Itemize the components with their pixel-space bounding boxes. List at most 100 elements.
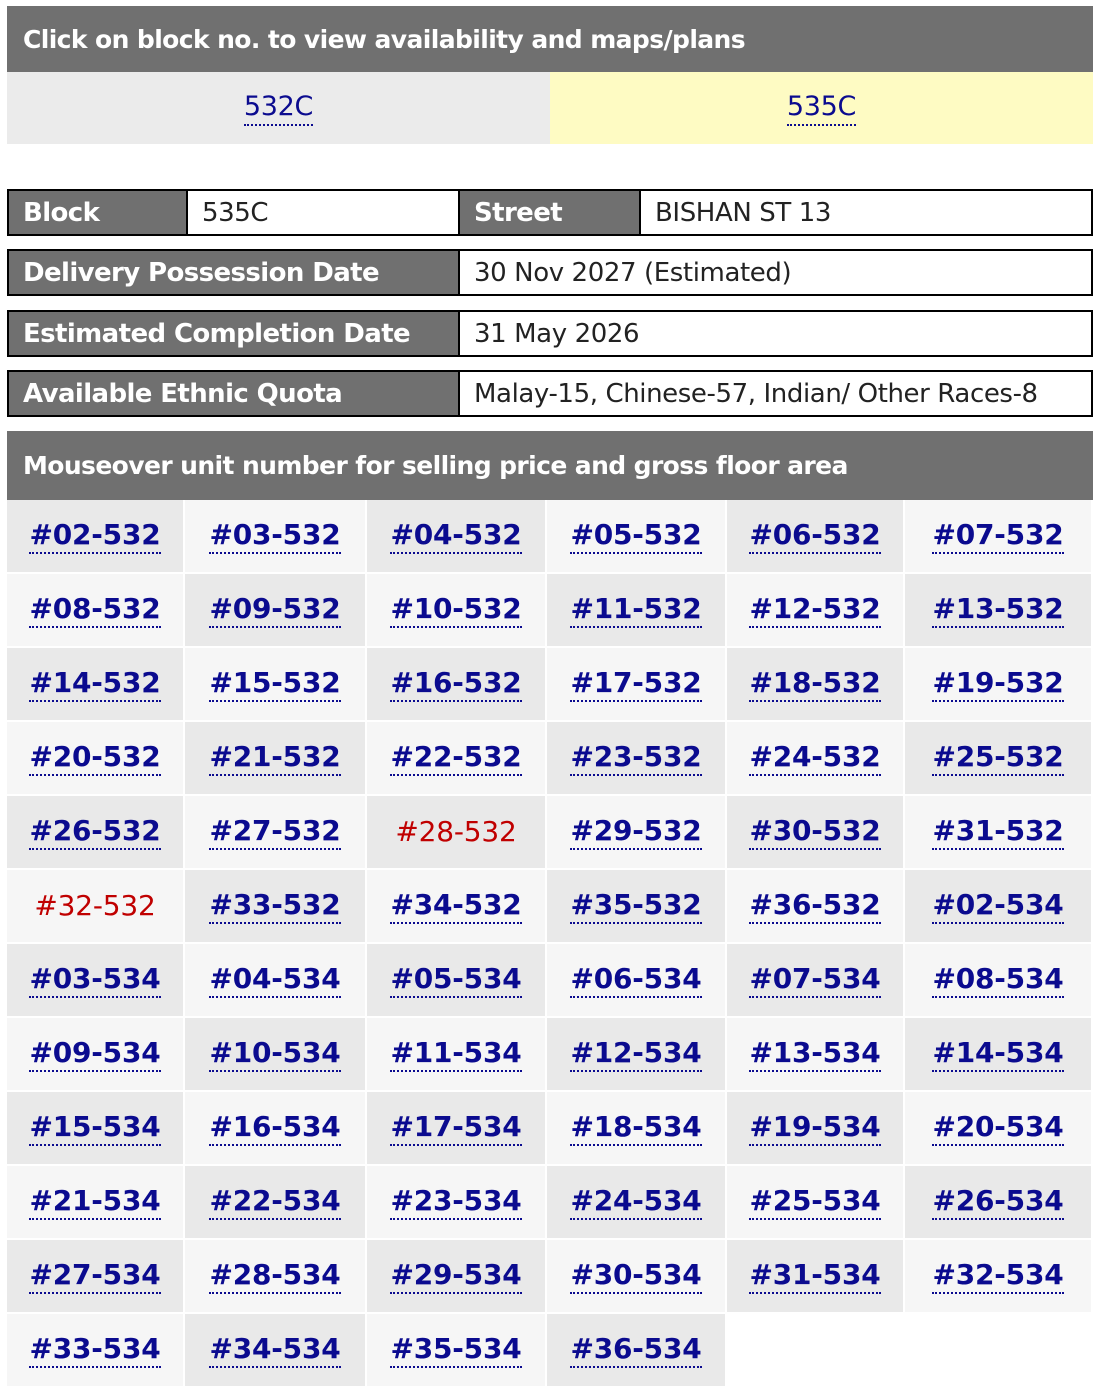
unit-cell[interactable]: #15-532	[185, 648, 367, 722]
unit-cell[interactable]: #26-534	[905, 1166, 1093, 1240]
unit-link[interactable]: #18-532	[749, 666, 881, 702]
unit-cell[interactable]: #31-532	[905, 796, 1093, 870]
unit-cell[interactable]: #16-534	[185, 1092, 367, 1166]
unit-link[interactable]: #18-534	[570, 1110, 702, 1146]
unit-link[interactable]: #24-534	[570, 1184, 702, 1220]
unit-cell[interactable]: #07-532	[905, 500, 1093, 574]
unit-cell[interactable]: #20-532	[7, 722, 185, 796]
unit-cell[interactable]: #17-532	[547, 648, 727, 722]
unit-link[interactable]: #14-532	[29, 666, 161, 702]
unit-link[interactable]: #11-534	[390, 1036, 522, 1072]
unit-link[interactable]: #31-532	[932, 814, 1064, 850]
unit-link[interactable]: #04-534	[209, 962, 341, 998]
unit-cell[interactable]: #36-534	[547, 1314, 727, 1388]
unit-cell[interactable]: #12-532	[727, 574, 905, 648]
unit-cell[interactable]: #25-534	[727, 1166, 905, 1240]
unit-link[interactable]: #34-534	[209, 1332, 341, 1368]
unit-cell[interactable]: #02-534	[905, 870, 1093, 944]
unit-cell[interactable]: #36-532	[727, 870, 905, 944]
unit-link[interactable]: #21-534	[29, 1184, 161, 1220]
unit-cell[interactable]: #35-534	[367, 1314, 547, 1388]
unit-link[interactable]: #09-534	[29, 1036, 161, 1072]
block-tab-535c[interactable]: 535C	[550, 72, 1093, 144]
unit-link[interactable]: #36-532	[749, 888, 881, 924]
unit-cell[interactable]: #30-534	[547, 1240, 727, 1314]
unit-cell[interactable]: #34-532	[367, 870, 547, 944]
unit-cell[interactable]: #27-532	[185, 796, 367, 870]
unit-link[interactable]: #19-532	[932, 666, 1064, 702]
unit-cell[interactable]: #16-532	[367, 648, 547, 722]
unit-cell[interactable]: #19-534	[727, 1092, 905, 1166]
unit-link[interactable]: #04-532	[390, 518, 522, 554]
unit-link[interactable]: #16-534	[209, 1110, 341, 1146]
unit-link[interactable]: #20-532	[29, 740, 161, 776]
unit-cell[interactable]: #09-534	[7, 1018, 185, 1092]
unit-link[interactable]: #13-532	[932, 592, 1064, 628]
unit-cell[interactable]: #35-532	[547, 870, 727, 944]
unit-link[interactable]: #32-534	[932, 1258, 1064, 1294]
unit-link[interactable]: #05-534	[390, 962, 522, 998]
unit-cell[interactable]: #17-534	[367, 1092, 547, 1166]
unit-cell[interactable]: #28-532	[367, 796, 547, 870]
block-link-532c[interactable]: 532C	[243, 91, 313, 126]
unit-cell[interactable]: #04-532	[367, 500, 547, 574]
unit-link-taken[interactable]: #28-532	[395, 815, 517, 848]
unit-cell[interactable]: #27-534	[7, 1240, 185, 1314]
unit-link[interactable]: #34-532	[390, 888, 522, 924]
unit-cell[interactable]: #15-534	[7, 1092, 185, 1166]
unit-cell[interactable]: #32-534	[905, 1240, 1093, 1314]
unit-link-taken[interactable]: #32-532	[34, 889, 156, 922]
unit-link[interactable]: #25-532	[932, 740, 1064, 776]
unit-cell[interactable]: #18-534	[547, 1092, 727, 1166]
unit-link[interactable]: #16-532	[390, 666, 522, 702]
unit-cell[interactable]: #33-534	[7, 1314, 185, 1388]
unit-link[interactable]: #12-532	[749, 592, 881, 628]
unit-cell[interactable]: #10-532	[367, 574, 547, 648]
unit-link[interactable]: #03-532	[209, 518, 341, 554]
unit-cell[interactable]: #31-534	[727, 1240, 905, 1314]
unit-link[interactable]: #31-534	[749, 1258, 881, 1294]
unit-link[interactable]: #23-532	[570, 740, 702, 776]
unit-cell[interactable]: #26-532	[7, 796, 185, 870]
unit-cell[interactable]: #21-534	[7, 1166, 185, 1240]
unit-link[interactable]: #35-534	[390, 1332, 522, 1368]
unit-link[interactable]: #07-534	[749, 962, 881, 998]
unit-link[interactable]: #17-532	[570, 666, 702, 702]
unit-link[interactable]: #12-534	[570, 1036, 702, 1072]
unit-link[interactable]: #11-532	[570, 592, 702, 628]
unit-link[interactable]: #08-532	[29, 592, 161, 628]
unit-link[interactable]: #30-534	[570, 1258, 702, 1294]
unit-cell[interactable]: #03-534	[7, 944, 185, 1018]
unit-cell[interactable]: #21-532	[185, 722, 367, 796]
unit-cell[interactable]: #02-532	[7, 500, 185, 574]
unit-link[interactable]: #13-534	[749, 1036, 881, 1072]
unit-cell[interactable]: #32-532	[7, 870, 185, 944]
unit-link[interactable]: #17-534	[390, 1110, 522, 1146]
unit-link[interactable]: #33-534	[29, 1332, 161, 1368]
unit-link[interactable]: #36-534	[570, 1332, 702, 1368]
unit-link[interactable]: #10-532	[390, 592, 522, 628]
unit-cell[interactable]: #29-532	[547, 796, 727, 870]
unit-cell[interactable]: #07-534	[727, 944, 905, 1018]
unit-cell[interactable]: #09-532	[185, 574, 367, 648]
unit-cell[interactable]: #24-534	[547, 1166, 727, 1240]
unit-link[interactable]: #29-532	[570, 814, 702, 850]
unit-link[interactable]: #27-534	[29, 1258, 161, 1294]
unit-link[interactable]: #10-534	[209, 1036, 341, 1072]
unit-cell[interactable]: #04-534	[185, 944, 367, 1018]
unit-cell[interactable]: #29-534	[367, 1240, 547, 1314]
unit-cell[interactable]: #23-532	[547, 722, 727, 796]
unit-link[interactable]: #26-532	[29, 814, 161, 850]
unit-cell[interactable]: #05-534	[367, 944, 547, 1018]
unit-cell[interactable]: #18-532	[727, 648, 905, 722]
unit-cell[interactable]: #03-532	[185, 500, 367, 574]
unit-cell[interactable]: #33-532	[185, 870, 367, 944]
unit-link[interactable]: #06-532	[749, 518, 881, 554]
unit-link[interactable]: #15-534	[29, 1110, 161, 1146]
unit-link[interactable]: #09-532	[209, 592, 341, 628]
unit-cell[interactable]: #12-534	[547, 1018, 727, 1092]
unit-cell[interactable]: #08-534	[905, 944, 1093, 1018]
unit-link[interactable]: #14-534	[932, 1036, 1064, 1072]
unit-cell[interactable]: #06-532	[727, 500, 905, 574]
unit-cell[interactable]: #05-532	[547, 500, 727, 574]
